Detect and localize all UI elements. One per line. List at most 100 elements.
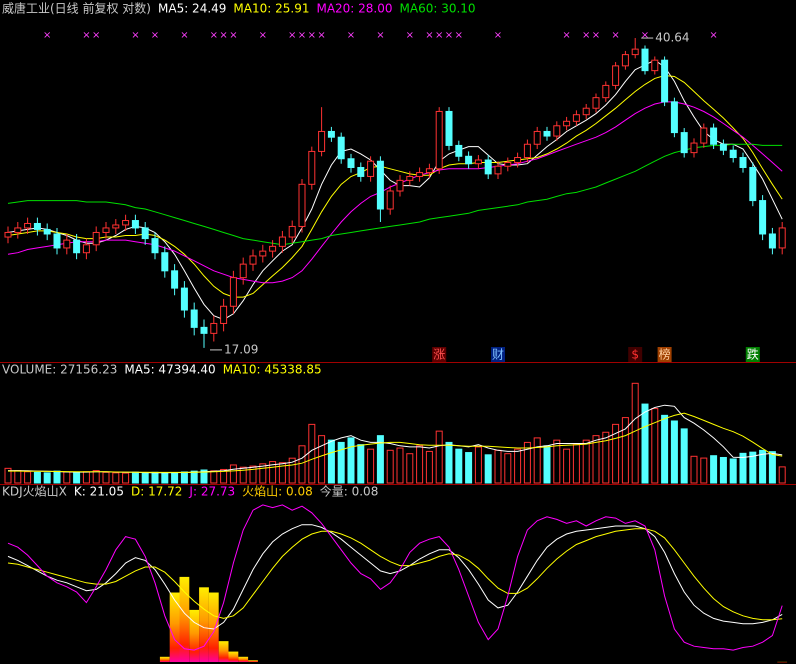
volume-bar xyxy=(141,472,149,484)
volume-bar xyxy=(425,450,433,484)
candle-body xyxy=(386,190,394,210)
candle-body xyxy=(592,97,600,109)
candle-body xyxy=(719,143,727,151)
signal-marker: × xyxy=(298,30,306,41)
signal-marker: × xyxy=(131,30,139,41)
candle-body xyxy=(112,224,120,229)
volume-bar xyxy=(308,423,316,484)
volume-bar xyxy=(24,471,32,484)
candle-body xyxy=(24,222,32,229)
volume-bar xyxy=(161,472,169,484)
signal-marker: × xyxy=(425,30,433,41)
volume-bar xyxy=(700,457,708,484)
volume-bar xyxy=(386,449,394,484)
volume-bar xyxy=(337,441,345,484)
candle-body xyxy=(210,322,218,334)
volume-bar xyxy=(661,414,669,484)
volume-bar xyxy=(249,465,257,484)
candle-body xyxy=(190,309,198,328)
candle-body xyxy=(141,227,149,240)
event-label: 跌 xyxy=(747,347,759,362)
volume-ma-line xyxy=(8,412,783,473)
volume-bar xyxy=(514,448,522,484)
signal-marker: × xyxy=(406,30,414,41)
signal-marker: × xyxy=(317,30,325,41)
ma-line xyxy=(7,74,783,298)
candle-body xyxy=(4,231,12,238)
volume-bar xyxy=(396,447,404,484)
volume-bar xyxy=(239,466,247,484)
volume-bar xyxy=(14,470,22,484)
signal-marker: × xyxy=(259,30,267,41)
signal-marker: × xyxy=(709,30,717,41)
candle-body xyxy=(63,239,71,249)
volume-bar xyxy=(269,461,277,484)
candle-body xyxy=(435,110,443,170)
volume-bar xyxy=(602,431,610,484)
signal-marker: × xyxy=(455,30,463,41)
candle-body xyxy=(122,220,130,226)
volume-bar xyxy=(484,454,492,484)
signal-marker: × xyxy=(641,30,649,41)
event-box xyxy=(745,347,760,362)
candle-body xyxy=(239,263,247,279)
volume-bar xyxy=(670,420,678,484)
event-label: 涨 xyxy=(433,347,445,362)
volume-bar xyxy=(778,466,786,484)
header-label: K: 21.05 xyxy=(74,485,124,499)
signal-marker: × xyxy=(562,30,570,41)
candle-body xyxy=(220,305,228,324)
candle-body xyxy=(759,200,767,235)
candle-body xyxy=(288,225,296,238)
signal-marker: × xyxy=(210,30,218,41)
candle-body xyxy=(43,228,51,235)
candle-body xyxy=(73,239,81,254)
volume-bar xyxy=(641,403,649,484)
signal-marker: × xyxy=(347,30,355,41)
signal-marker: × xyxy=(82,30,90,41)
candle-body xyxy=(151,238,159,254)
candle-body xyxy=(700,127,708,144)
candle-body xyxy=(259,250,267,257)
signal-marker: × xyxy=(229,30,237,41)
header-label: KDJ火焰山X xyxy=(2,484,67,499)
volume-bar xyxy=(112,472,120,484)
volume-bar xyxy=(523,441,531,484)
header-label: 火焰山: 0.08 xyxy=(242,484,313,499)
candle-body xyxy=(278,236,286,247)
header-label: 威唐工业(日线 前复权 对数) xyxy=(2,1,151,16)
volume-bar xyxy=(729,458,737,484)
candle-body xyxy=(523,143,531,159)
volume-bar xyxy=(592,435,600,484)
event-label: 财 xyxy=(492,348,504,362)
candle-body xyxy=(102,227,110,233)
flame-bar xyxy=(208,592,219,662)
candle-body xyxy=(749,166,757,202)
candle-body xyxy=(376,160,384,210)
volume-bar xyxy=(533,437,541,484)
volume-bar xyxy=(347,437,355,484)
volume-bar xyxy=(406,453,414,484)
candle-body xyxy=(249,255,257,265)
volume-bar xyxy=(416,445,424,484)
volume-bar xyxy=(357,444,365,484)
candle-body xyxy=(269,245,277,252)
signal-marker: × xyxy=(582,30,590,41)
kdj-line xyxy=(7,504,783,651)
volume-bar xyxy=(92,470,100,484)
volume-bar xyxy=(288,457,296,484)
header-label: 今量: 0.08 xyxy=(320,484,379,499)
candle-body xyxy=(474,159,482,165)
volume-bar xyxy=(171,471,179,484)
volume-bar xyxy=(4,467,12,484)
event-box xyxy=(657,347,672,362)
volume-bar xyxy=(298,445,306,484)
candle-body xyxy=(396,179,404,192)
candle-body xyxy=(621,54,629,67)
flame-bar xyxy=(238,656,249,662)
candle-body xyxy=(690,142,698,154)
candle-body xyxy=(572,114,580,122)
signal-marker: × xyxy=(435,30,443,41)
